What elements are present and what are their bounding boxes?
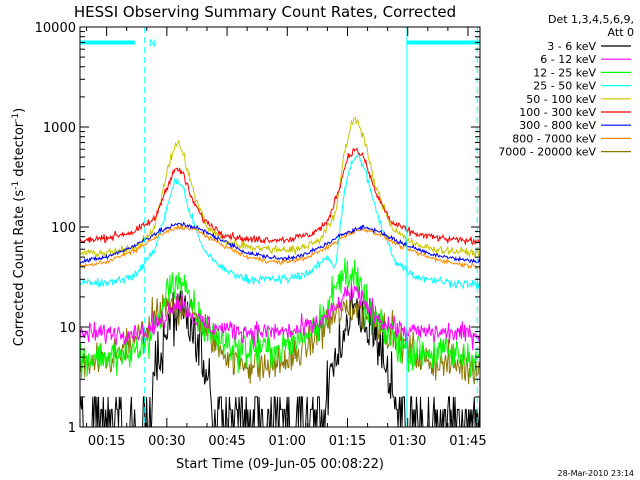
- saa-marker-label: N: [149, 38, 156, 49]
- y-tick-label: 10: [59, 321, 76, 336]
- series-line-s6_12: [79, 283, 481, 351]
- y-axis-label-end: ): [12, 108, 27, 113]
- x-axis-ticks: 00:15 00:30 00:45 01:00 01:15 01:30 01:45: [86, 27, 487, 449]
- x-tick-label: 01:15: [329, 434, 366, 449]
- series-line-s7000_20000: [79, 294, 481, 385]
- series-layer: [79, 116, 481, 428]
- series-line-s100_300: [79, 147, 481, 246]
- x-tick-label: 01:45: [449, 434, 486, 449]
- y-axis-label-mid: detector: [12, 121, 27, 181]
- y-tick-label: 1: [68, 421, 76, 436]
- x-tick-label: 00:30: [148, 434, 185, 449]
- series-line-s12_25: [79, 257, 481, 379]
- series-line-s3_6: [79, 288, 481, 428]
- series-line-s25_50: [79, 151, 481, 290]
- x-axis-label: Start Time (09-Jun-05 00:08:22): [176, 457, 384, 472]
- x-tick-label: 00:45: [208, 434, 245, 449]
- legend-label-s800_7000: 800 - 7000 keV: [512, 132, 596, 145]
- legend-label-s7000_20000: 7000 - 20000 keV: [498, 146, 596, 159]
- footer-date: 28-Mar-2010 23:14: [558, 469, 635, 478]
- y-tick-label: 1000: [43, 121, 76, 136]
- legend-label-s300_800: 300 - 800 keV: [519, 119, 596, 132]
- legend-label-s12_25: 12 - 25 keV: [533, 66, 596, 79]
- y-tick-label: 100: [51, 221, 76, 236]
- legend-label-s50_100: 50 - 100 keV: [526, 93, 596, 106]
- x-tick-label: 01:30: [389, 434, 426, 449]
- y-tick-label: 10000: [35, 21, 76, 36]
- chart-title: HESSI Observing Summary Count Rates, Cor…: [74, 3, 456, 21]
- legend-label-s6_12: 6 - 12 keV: [540, 53, 596, 66]
- legend-header-line-1: Det 1,3,4,5,6,9,: [548, 13, 634, 26]
- legend-header-line-2: Att 0: [608, 26, 634, 39]
- legend-label-s3_6: 3 - 6 keV: [547, 40, 596, 53]
- y-axis-label-sup2: -1: [11, 113, 21, 122]
- y-axis-label: Corrected Count Rate (s-1 detector-1): [11, 108, 27, 346]
- legend-label-s25_50: 25 - 50 keV: [533, 80, 596, 93]
- x-tick-label: 01:00: [269, 434, 306, 449]
- y-axis-label-sup: -1: [11, 181, 21, 190]
- x-tick-label: 00:15: [88, 434, 125, 449]
- y-axis-ticks: 1 10 100 1000 10000: [35, 21, 480, 436]
- plot-area: N: [79, 27, 481, 428]
- series-line-s300_800: [79, 221, 481, 264]
- series-line-s800_7000: [79, 223, 481, 270]
- y-axis-label-main: Corrected Count Rate (s: [12, 190, 27, 347]
- legend-label-s100_300: 100 - 300 keV: [519, 106, 596, 119]
